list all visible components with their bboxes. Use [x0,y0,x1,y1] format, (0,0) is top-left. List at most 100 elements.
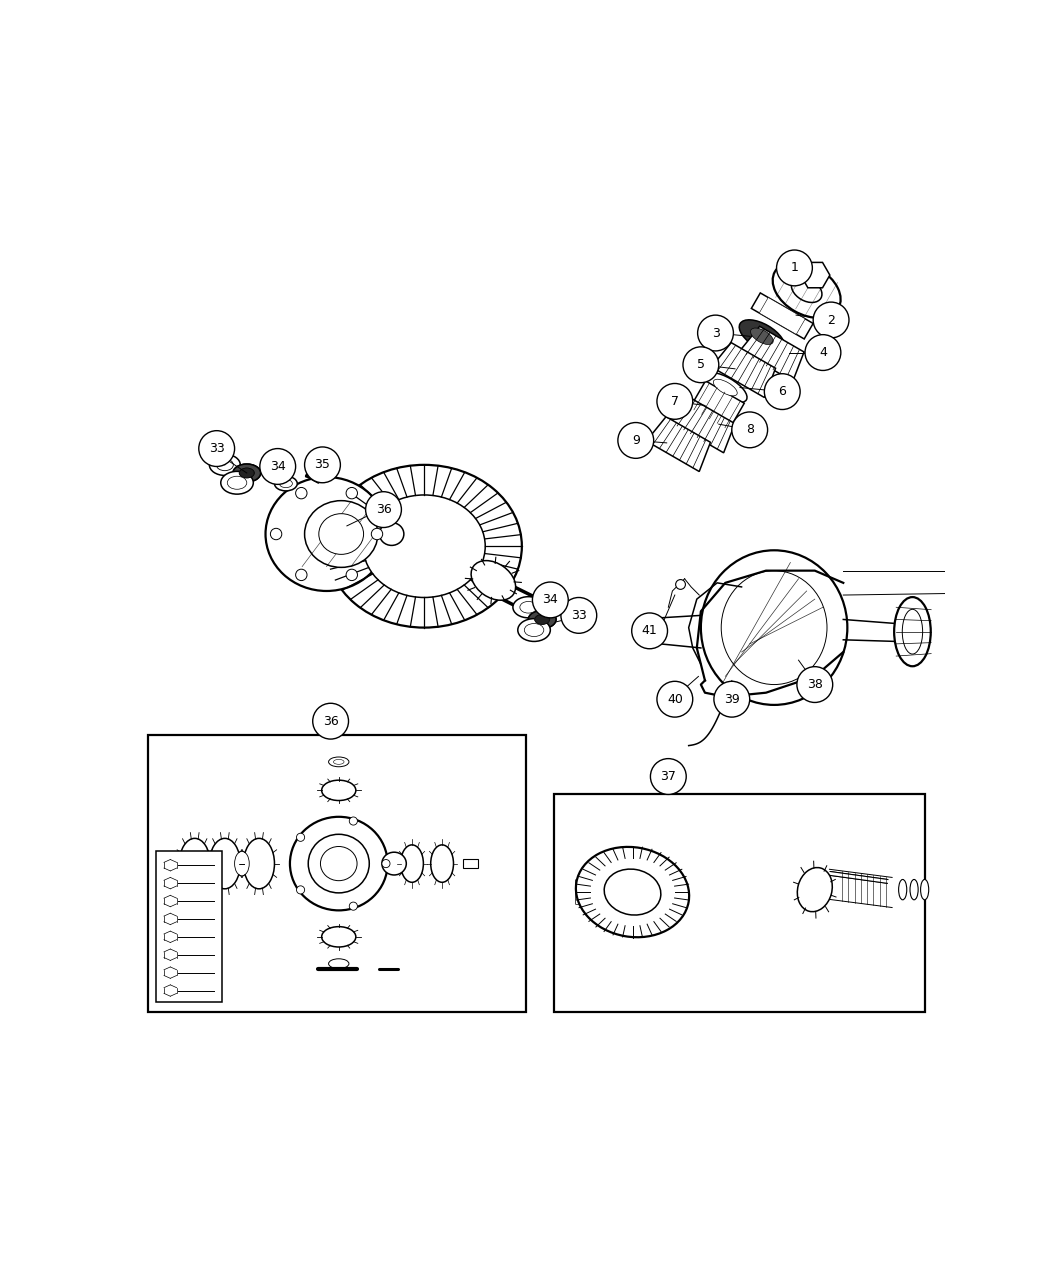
Circle shape [350,817,357,825]
Polygon shape [671,398,735,453]
Ellipse shape [209,454,240,476]
Polygon shape [690,381,744,430]
Ellipse shape [534,615,549,625]
Circle shape [304,448,340,483]
Ellipse shape [234,852,249,876]
Ellipse shape [266,477,387,592]
Ellipse shape [203,852,217,876]
Text: 3: 3 [712,326,719,339]
Circle shape [617,422,654,458]
Text: 9: 9 [632,434,639,448]
Circle shape [296,886,304,894]
Ellipse shape [239,468,254,478]
Text: 36: 36 [376,504,392,516]
Ellipse shape [319,514,363,555]
Ellipse shape [401,845,423,882]
Circle shape [259,449,296,484]
Ellipse shape [534,615,550,625]
Ellipse shape [180,839,210,889]
Circle shape [732,412,768,448]
Circle shape [650,759,687,794]
Ellipse shape [304,501,378,567]
Text: 4: 4 [819,346,827,360]
Ellipse shape [430,845,454,882]
Text: 2: 2 [827,314,835,326]
Text: 7: 7 [671,395,679,408]
Text: 33: 33 [209,442,225,455]
Circle shape [198,431,234,467]
Text: 35: 35 [315,458,331,472]
Ellipse shape [233,464,260,482]
Ellipse shape [209,839,240,889]
Ellipse shape [290,817,387,910]
Polygon shape [759,297,805,334]
Circle shape [797,667,833,703]
Polygon shape [800,263,830,288]
Text: 39: 39 [723,692,739,705]
Bar [155,852,223,1002]
Ellipse shape [518,618,550,641]
Bar [554,793,925,1011]
Circle shape [657,384,693,419]
Ellipse shape [244,839,274,889]
Text: 6: 6 [778,385,786,398]
Polygon shape [712,343,776,398]
Text: 41: 41 [642,625,657,638]
Circle shape [714,681,750,717]
Circle shape [561,598,596,634]
Text: 8: 8 [746,423,754,436]
Ellipse shape [321,780,356,801]
Text: 37: 37 [660,770,676,783]
Ellipse shape [227,477,247,490]
Circle shape [813,302,849,338]
Circle shape [777,250,813,286]
Circle shape [296,569,307,580]
Circle shape [682,347,719,382]
Ellipse shape [895,597,930,667]
Ellipse shape [363,495,485,598]
Ellipse shape [921,880,929,900]
Bar [463,858,478,868]
Circle shape [365,492,401,528]
Ellipse shape [379,523,404,546]
Circle shape [372,528,382,539]
Circle shape [382,859,390,868]
Circle shape [296,833,304,842]
Text: 1: 1 [791,261,798,274]
Bar [147,734,526,1011]
Ellipse shape [321,927,356,947]
Ellipse shape [528,611,556,629]
Polygon shape [647,417,711,472]
Circle shape [632,613,668,649]
Ellipse shape [382,852,406,875]
Circle shape [296,487,307,499]
Circle shape [271,528,281,539]
Circle shape [657,681,693,717]
Circle shape [675,580,686,589]
Ellipse shape [216,459,233,470]
Polygon shape [740,326,804,381]
Ellipse shape [520,602,537,613]
Ellipse shape [797,867,833,912]
Ellipse shape [524,623,544,636]
Ellipse shape [792,277,822,302]
Circle shape [532,581,568,618]
Ellipse shape [279,479,292,487]
Ellipse shape [739,320,784,353]
Ellipse shape [751,328,773,344]
Ellipse shape [320,847,357,881]
Ellipse shape [233,464,260,482]
Ellipse shape [471,561,516,601]
Ellipse shape [910,880,918,900]
Text: 33: 33 [571,609,587,622]
Ellipse shape [528,611,556,629]
Ellipse shape [512,597,544,618]
Ellipse shape [773,261,841,317]
Ellipse shape [239,468,254,478]
Text: 34: 34 [543,593,559,607]
Ellipse shape [704,372,747,403]
Text: 38: 38 [806,678,823,691]
Text: 36: 36 [322,715,338,728]
Ellipse shape [713,379,737,395]
Circle shape [697,315,733,351]
